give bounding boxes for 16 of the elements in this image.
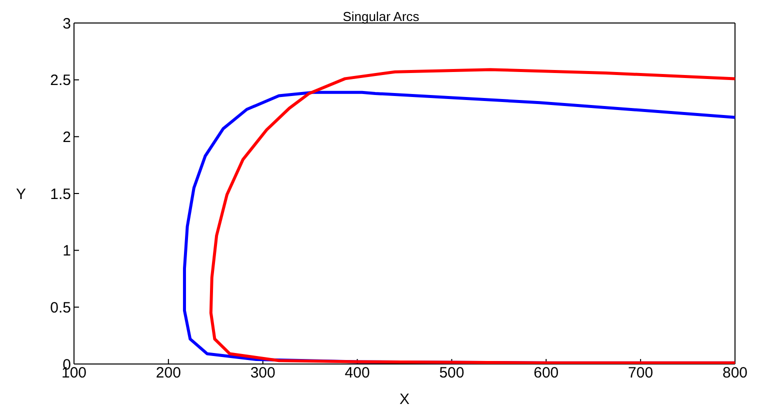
x-tick-label: 300 [250, 364, 276, 382]
y-axis-title: Y [16, 186, 26, 203]
chart-title: Singular Arcs [342, 9, 420, 24]
x-tick-label: 400 [344, 364, 370, 382]
y-tick-label: 2.5 [50, 72, 71, 90]
x-tick-label: 600 [534, 364, 559, 382]
x-tick-label: 500 [439, 364, 464, 382]
x-tick-label: 800 [722, 364, 748, 382]
y-tick-label: 1 [62, 242, 71, 260]
y-tick-label: 0.5 [50, 299, 71, 316]
x-axis-title: X [399, 391, 410, 408]
x-tick-label: 700 [628, 364, 654, 382]
x-tick-label: 200 [156, 364, 181, 382]
y-tick-label: 2 [62, 128, 71, 146]
y-tick-label: 1.5 [50, 186, 71, 203]
y-tick-label: 3 [62, 15, 71, 32]
